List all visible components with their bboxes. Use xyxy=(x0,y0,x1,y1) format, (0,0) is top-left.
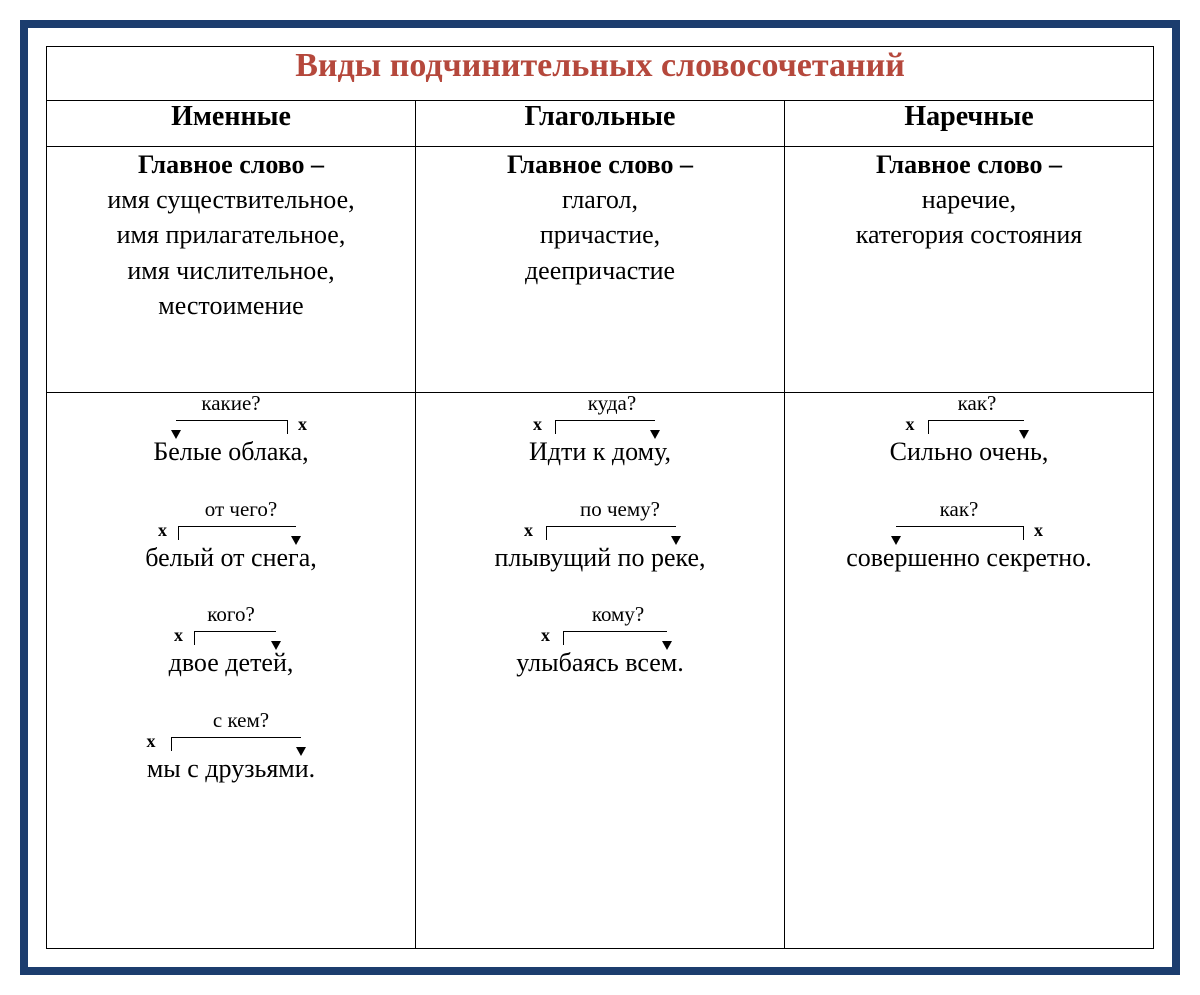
arrowhead-icon xyxy=(271,641,281,650)
x-mark: x xyxy=(147,731,156,752)
def-line: глагол, xyxy=(562,185,638,214)
x-mark: x xyxy=(174,625,183,646)
def-lead: Главное слово – xyxy=(876,150,1062,179)
arrowhead-icon xyxy=(650,430,660,439)
example: кого?x двое детей, xyxy=(156,604,306,678)
def-line: категория состояния xyxy=(856,220,1082,249)
def-line: имя существительное, xyxy=(107,185,354,214)
example: какие?x Белые облака, xyxy=(146,393,316,467)
example-phrase: плывущий по реке, xyxy=(486,544,714,573)
def-line: наречие, xyxy=(922,185,1016,214)
arrow-bracket: x xyxy=(834,522,1104,544)
example-phrase: Идти к дому, xyxy=(515,438,685,467)
example: как?xСильно очень, xyxy=(882,393,1057,467)
def-cell-1: Главное слово – глагол, причастие, дееприча… xyxy=(416,147,785,393)
arrowhead-icon xyxy=(296,747,306,756)
def-line: имя числительное, xyxy=(127,256,334,285)
example-question: какие? xyxy=(146,393,316,414)
page: Виды подчинительных словосочетаний Именн… xyxy=(0,0,1200,995)
definition-row: Главное слово – имя существительное, имя п… xyxy=(47,147,1154,393)
arrow-bracket: x xyxy=(505,627,695,649)
arrowhead-icon xyxy=(662,641,672,650)
header-row: Именные Глагольные Наречные xyxy=(47,101,1154,147)
ex-cell-1: куда?xИдти к дому,по чему?xплывущий по р… xyxy=(416,392,785,948)
arrowhead-icon xyxy=(171,430,181,439)
example: кому?xулыбаясь всем. xyxy=(505,604,695,678)
page-title: Виды подчинительных словосочетаний xyxy=(295,47,905,84)
x-mark: x xyxy=(1034,520,1043,541)
example: с кем?xмы с друзьями. xyxy=(139,710,324,784)
def-line: деепричастие xyxy=(525,256,675,285)
ex-cell-0: какие?xБелые облака,от чего?xбелый от сн… xyxy=(47,392,416,948)
arrowhead-icon xyxy=(291,536,301,545)
def-line: имя прилагательное, xyxy=(117,220,346,249)
arrow-bracket: x xyxy=(515,416,685,438)
def-line: местоимение xyxy=(158,291,303,320)
example-phrase: двое детей, xyxy=(156,649,306,678)
def-lead: Главное слово – xyxy=(507,150,693,179)
arrowhead-icon xyxy=(1019,430,1029,439)
frame: Виды подчинительных словосочетаний Именн… xyxy=(20,20,1180,975)
example-phrase: белый от снега, xyxy=(136,544,326,573)
x-mark: x xyxy=(158,520,167,541)
arrow-bracket: x xyxy=(156,627,306,649)
example-phrase: Белые облака, xyxy=(146,438,316,467)
example-phrase: мы с друзьями. xyxy=(139,755,324,784)
example-phrase: Сильно очень, xyxy=(882,438,1057,467)
col-head-0: Именные xyxy=(47,101,416,147)
def-cell-0: Главное слово – имя существительное, имя п… xyxy=(47,147,416,393)
example: куда?xИдти к дому, xyxy=(515,393,685,467)
col-head-2: Наречные xyxy=(785,101,1154,147)
ex-cell-2: как?xСильно очень,как?xсовершенно секрет… xyxy=(785,392,1154,948)
def-lead: Главное слово – xyxy=(138,150,324,179)
arrow-bracket: x xyxy=(146,416,316,438)
example-question: как? xyxy=(824,499,1094,520)
arrowhead-icon xyxy=(671,536,681,545)
x-mark: x xyxy=(541,625,550,646)
arrowhead-icon xyxy=(891,536,901,545)
arrow-bracket: x xyxy=(139,733,324,755)
main-table: Виды подчинительных словосочетаний Именн… xyxy=(46,46,1154,949)
example-question: куда? xyxy=(527,393,697,414)
example: как?xсовершенно секретно. xyxy=(834,499,1104,573)
example-question: как? xyxy=(890,393,1065,414)
arrow-bracket: x xyxy=(486,522,714,544)
def-line: причастие, xyxy=(540,220,660,249)
def-cell-2: Главное слово – наречие, категория состоян… xyxy=(785,147,1154,393)
example: по чему?xплывущий по реке, xyxy=(486,499,714,573)
example-question: кому? xyxy=(523,604,713,625)
example-phrase: улыбаясь всем. xyxy=(505,649,695,678)
example: от чего?xбелый от снега, xyxy=(136,499,326,573)
arrow-bracket: x xyxy=(882,416,1057,438)
x-mark: x xyxy=(298,414,307,435)
x-mark: x xyxy=(524,520,533,541)
arrow-bracket: x xyxy=(136,522,326,544)
example-question: от чего? xyxy=(146,499,336,520)
x-mark: x xyxy=(533,414,542,435)
example-question: по чему? xyxy=(506,499,734,520)
x-mark: x xyxy=(906,414,915,435)
example-phrase: совершенно секретно. xyxy=(834,544,1104,573)
example-question: кого? xyxy=(156,604,306,625)
examples-row: какие?xБелые облака,от чего?xбелый от сн… xyxy=(47,392,1154,948)
title-cell: Виды подчинительных словосочетаний xyxy=(47,47,1154,101)
col-head-1: Глагольные xyxy=(416,101,785,147)
example-question: с кем? xyxy=(149,710,334,731)
